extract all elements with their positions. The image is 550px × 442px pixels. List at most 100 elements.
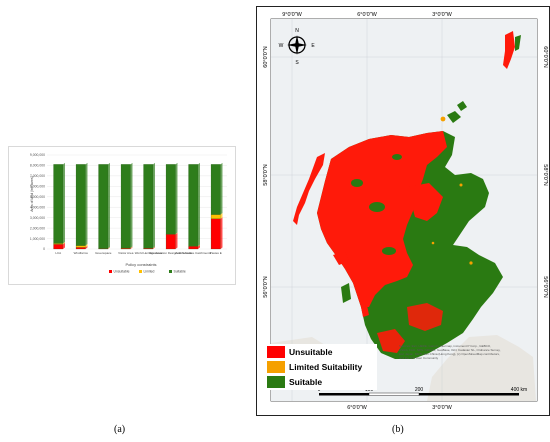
bar-segment-side (107, 162, 110, 249)
bar-chart-panel: 0 1,000,000 2,000,000 3,000,000 4,000,000 5,0… (8, 146, 236, 285)
bar-segment-side (197, 162, 200, 247)
skye (327, 197, 343, 217)
scale-label: 200 (415, 387, 424, 393)
chart-legend-swatch (169, 270, 172, 273)
chart-legend-label: Suitable (174, 270, 186, 274)
right-tick: 60°0'0"N (542, 46, 548, 67)
limited-patches (431, 116, 473, 265)
y-tick-label: 7,000,000 (30, 174, 45, 178)
caption-b: (b) (392, 424, 404, 435)
x-tick-label: Greenspace (95, 251, 112, 255)
bar-segment (75, 247, 86, 250)
chart-legend-swatch (139, 270, 142, 273)
stacked-bar-chart: 0 1,000,000 2,000,000 3,000,000 4,000,000 5,0… (30, 153, 227, 274)
legend-swatch (267, 375, 285, 388)
scale-bar: 0 100 200 400 km (318, 387, 527, 396)
top-tick-labels: 9°0'0"W 6°0'0"W 3°0'0"W (282, 12, 452, 18)
y-tick-label: 8,000,000 (30, 164, 45, 168)
bottom-tick: 6°0'0"W (347, 405, 367, 411)
shetland-east (515, 35, 521, 51)
bar-segment-side (175, 232, 178, 235)
bar-segment-side (197, 244, 200, 247)
x-tick-label: Pastes E (210, 251, 222, 255)
highlands-unsuitable (317, 131, 447, 307)
bar-segment (210, 218, 221, 250)
bottom-tick: 3°0'0"W (432, 405, 452, 411)
arran (361, 305, 369, 317)
left-tick-labels: 60°0'0"N 58°0'0"N 56°0'0"N (263, 46, 269, 297)
bar-segment (188, 164, 199, 247)
bar-segment-side (175, 162, 178, 235)
orkney (447, 101, 467, 123)
top-tick: 3°0'0"W (432, 12, 452, 18)
bar-segment (120, 164, 131, 249)
legend-item-suitable: Suitable (267, 375, 322, 388)
x-tick-label: Acid Sensitive Catchments (175, 251, 211, 255)
bar-segment-side (107, 246, 110, 249)
y-tick-label: 6,000,000 (30, 185, 45, 189)
y-tick-label: 2,000,000 (30, 226, 45, 230)
top-tick: 6°0'0"W (357, 12, 377, 18)
bottom-tick-labels: 6°0'0"W 3°0'0"W (347, 405, 452, 411)
england-land (427, 335, 536, 401)
compass-east-label: E (311, 43, 315, 49)
chart-legend-label: Unsuitable (114, 270, 130, 274)
chart-legend-swatch (109, 270, 112, 273)
bar-segment-side (62, 242, 65, 249)
bar-segment (75, 245, 86, 248)
suitability-map: N S E W 9°0'0"W 6°0'0"W 3°0'0"W 6°0'0"W … (263, 12, 548, 411)
bar-segment (165, 164, 176, 235)
y-tick-label: 1,000,000 (30, 237, 45, 241)
western-isles (293, 153, 325, 225)
bar-segment (143, 164, 154, 249)
bar-segment (188, 246, 199, 250)
map-legend: Unsuitable Limited Suitability Suitable (265, 344, 377, 390)
bar-segment-side (85, 245, 88, 249)
bar-segment-side (85, 244, 88, 248)
map-panel: N S E W 9°0'0"W 6°0'0"W 3°0'0"W 6°0'0"W … (256, 6, 550, 416)
map-attribution: Sources: Esri, HERE, Garmin, Intermap, i… (399, 344, 501, 360)
bar-segment (53, 244, 64, 250)
right-tick: 56°0'0"N (542, 276, 548, 297)
chart-legend-label: Limited (144, 270, 155, 274)
compass-west-label: W (279, 43, 284, 49)
bar-segment (98, 164, 109, 249)
bar-segment (53, 164, 64, 244)
x-axis-label: Policy constraints (125, 262, 156, 267)
legend-swatch (267, 360, 285, 373)
left-tick: 56°0'0"N (263, 276, 269, 297)
southern-uplands-unsuitable (407, 303, 443, 331)
bar-segment-side (152, 246, 155, 249)
bar-segment-side (220, 162, 223, 215)
compass-south-label: S (295, 60, 299, 66)
legend-item-unsuitable: Unsuitable (267, 345, 332, 358)
bar-segment-side (152, 162, 155, 249)
legend-label: Limited Suitability (289, 361, 363, 372)
bar-segment-side (220, 213, 223, 219)
y-tick-label: 4,000,000 (30, 205, 45, 209)
y-tick-label: 9,000,000 (30, 153, 45, 157)
shetland (503, 31, 515, 69)
bar-segment-side (130, 162, 133, 249)
bar-segment-side (107, 247, 110, 249)
bar-segment-side (62, 241, 65, 245)
highland-green-patches (351, 154, 402, 255)
islay-jura (341, 283, 351, 303)
legend-swatch (267, 345, 285, 358)
bar-segment-side (130, 246, 133, 249)
x-tick-label: LCA (55, 251, 61, 255)
caption-a: (a) (114, 424, 126, 435)
x-tick-label: Visitor Area (118, 251, 134, 255)
bar-segment-side (152, 246, 155, 249)
scale-label: 0 (318, 387, 321, 393)
legend-item-limited: Limited Suitability (267, 360, 362, 373)
bar-segment (210, 164, 221, 215)
left-tick: 60°0'0"N (263, 46, 269, 67)
bar-segment-side (62, 162, 65, 244)
x-tick-label: Conservation Designation Areas (149, 251, 192, 255)
x-tick-label: Windfarms (74, 251, 89, 255)
bar-segment (165, 234, 176, 250)
y-tick-label: 3,000,000 (30, 216, 45, 220)
galloway-unsuitable (377, 329, 405, 353)
legend-label: Unsuitable (289, 346, 333, 357)
